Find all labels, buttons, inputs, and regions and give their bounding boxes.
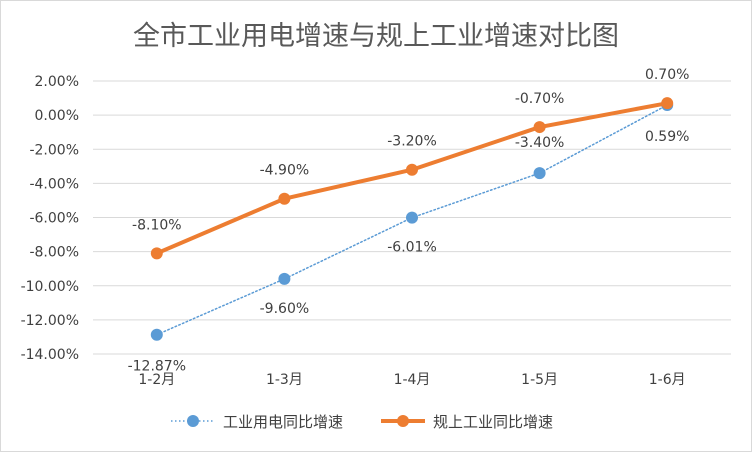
y-tick-label: -12.00% [21, 313, 79, 329]
data-label: -6.01% [387, 240, 437, 256]
y-tick-label: -4.00% [29, 176, 79, 192]
data-label: -9.60% [260, 301, 310, 317]
data-point [533, 121, 546, 134]
y-tick-label: 0.00% [35, 108, 79, 124]
data-labels: -12.87% -9.60% -6.01% -3.40% 0.59% -8.10% -4.9… [128, 67, 690, 375]
y-axis-ticks: 2.00% 0.00% -2.00% -4.00% -6.00% -8.00% -10.00… [21, 74, 79, 363]
data-label: -0.70% [515, 91, 565, 107]
legend: 工业用电同比增速 规上工业同比增速 [171, 413, 553, 431]
data-point [278, 192, 291, 205]
data-point [533, 167, 546, 180]
data-label: -3.20% [387, 134, 437, 150]
series-line-2 [154, 101, 670, 256]
data-label: -4.90% [260, 163, 310, 179]
y-tick-label: 2.00% [35, 74, 79, 90]
data-point [406, 163, 418, 176]
y-tick-label: -8.00% [29, 245, 79, 261]
x-axis-ticks: 1-2月 1-3月 1-4月 1-5月 1-6月 [138, 372, 685, 388]
data-label: -8.10% [132, 217, 182, 233]
legend-entry: 规上工业同比增速 [433, 413, 553, 431]
data-label: -12.87% [128, 359, 186, 375]
x-tick-label: 1-3月 [266, 372, 303, 388]
x-tick-label: 1-6月 [649, 372, 686, 388]
y-tick-label: -14.00% [21, 347, 79, 363]
y-tick-label: -2.00% [29, 142, 79, 158]
data-label: 0.70% [645, 67, 689, 83]
y-tick-label: -6.00% [29, 211, 79, 227]
legend-swatch-marker [397, 415, 409, 427]
data-point [406, 211, 418, 224]
data-point [150, 328, 163, 341]
chart-title: 全市工业用电增速与规上工业增速对比图 [133, 21, 619, 52]
series-lines [150, 97, 674, 341]
legend-entry: 工业用电同比增速 [223, 413, 343, 431]
data-point [661, 97, 674, 110]
legend-swatch-marker [187, 415, 199, 427]
x-tick-label: 1-5月 [521, 372, 558, 388]
data-label: 0.59% [645, 129, 689, 145]
data-point [150, 247, 163, 260]
y-tick-label: -10.00% [21, 279, 79, 295]
data-point [278, 272, 291, 285]
x-tick-label: 1-4月 [394, 372, 431, 388]
data-label: -3.40% [515, 135, 565, 151]
x-tick-label: 1-2月 [138, 372, 175, 388]
